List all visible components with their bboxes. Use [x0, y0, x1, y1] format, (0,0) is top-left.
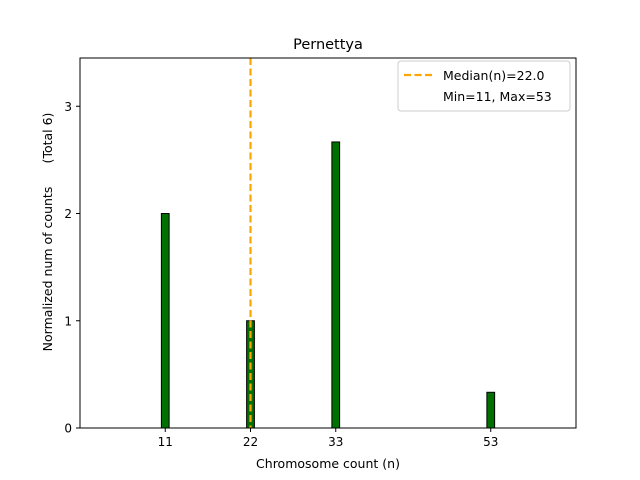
y-axis-label: Normalized num of counts	[40, 187, 55, 352]
legend: Median(n)=22.0 Min=11, Max=53	[397, 60, 571, 112]
x-tick-label-22: 22	[243, 435, 258, 449]
y-tick-label-0: 0	[64, 422, 72, 436]
y-axis-ticks: 0 1 2 3	[64, 100, 80, 436]
bars	[160, 141, 496, 429]
bar-33	[331, 141, 341, 429]
chart-title: Pernettya	[293, 37, 363, 53]
legend-box	[397, 60, 571, 112]
x-axis-ticks: 11 22 33 53	[158, 428, 498, 449]
y-tick-label-2: 2	[64, 207, 72, 221]
bar-53	[486, 391, 496, 429]
y-tick-label-3: 3	[64, 100, 72, 114]
x-tick-label-11: 11	[158, 435, 173, 449]
x-axis-label: Chromosome count (n)	[256, 456, 400, 471]
x-tick-label-53: 53	[483, 435, 498, 449]
bar-11	[160, 213, 170, 429]
plot-frame	[79, 57, 577, 429]
y-tick-label-1: 1	[64, 314, 72, 328]
legend-range-label: Min=11, Max=53	[443, 89, 552, 104]
legend-median-label: Median(n)=22.0	[443, 68, 544, 83]
x-tick-label-33: 33	[328, 435, 343, 449]
y-axis-label-total: (Total 6)	[40, 113, 55, 164]
